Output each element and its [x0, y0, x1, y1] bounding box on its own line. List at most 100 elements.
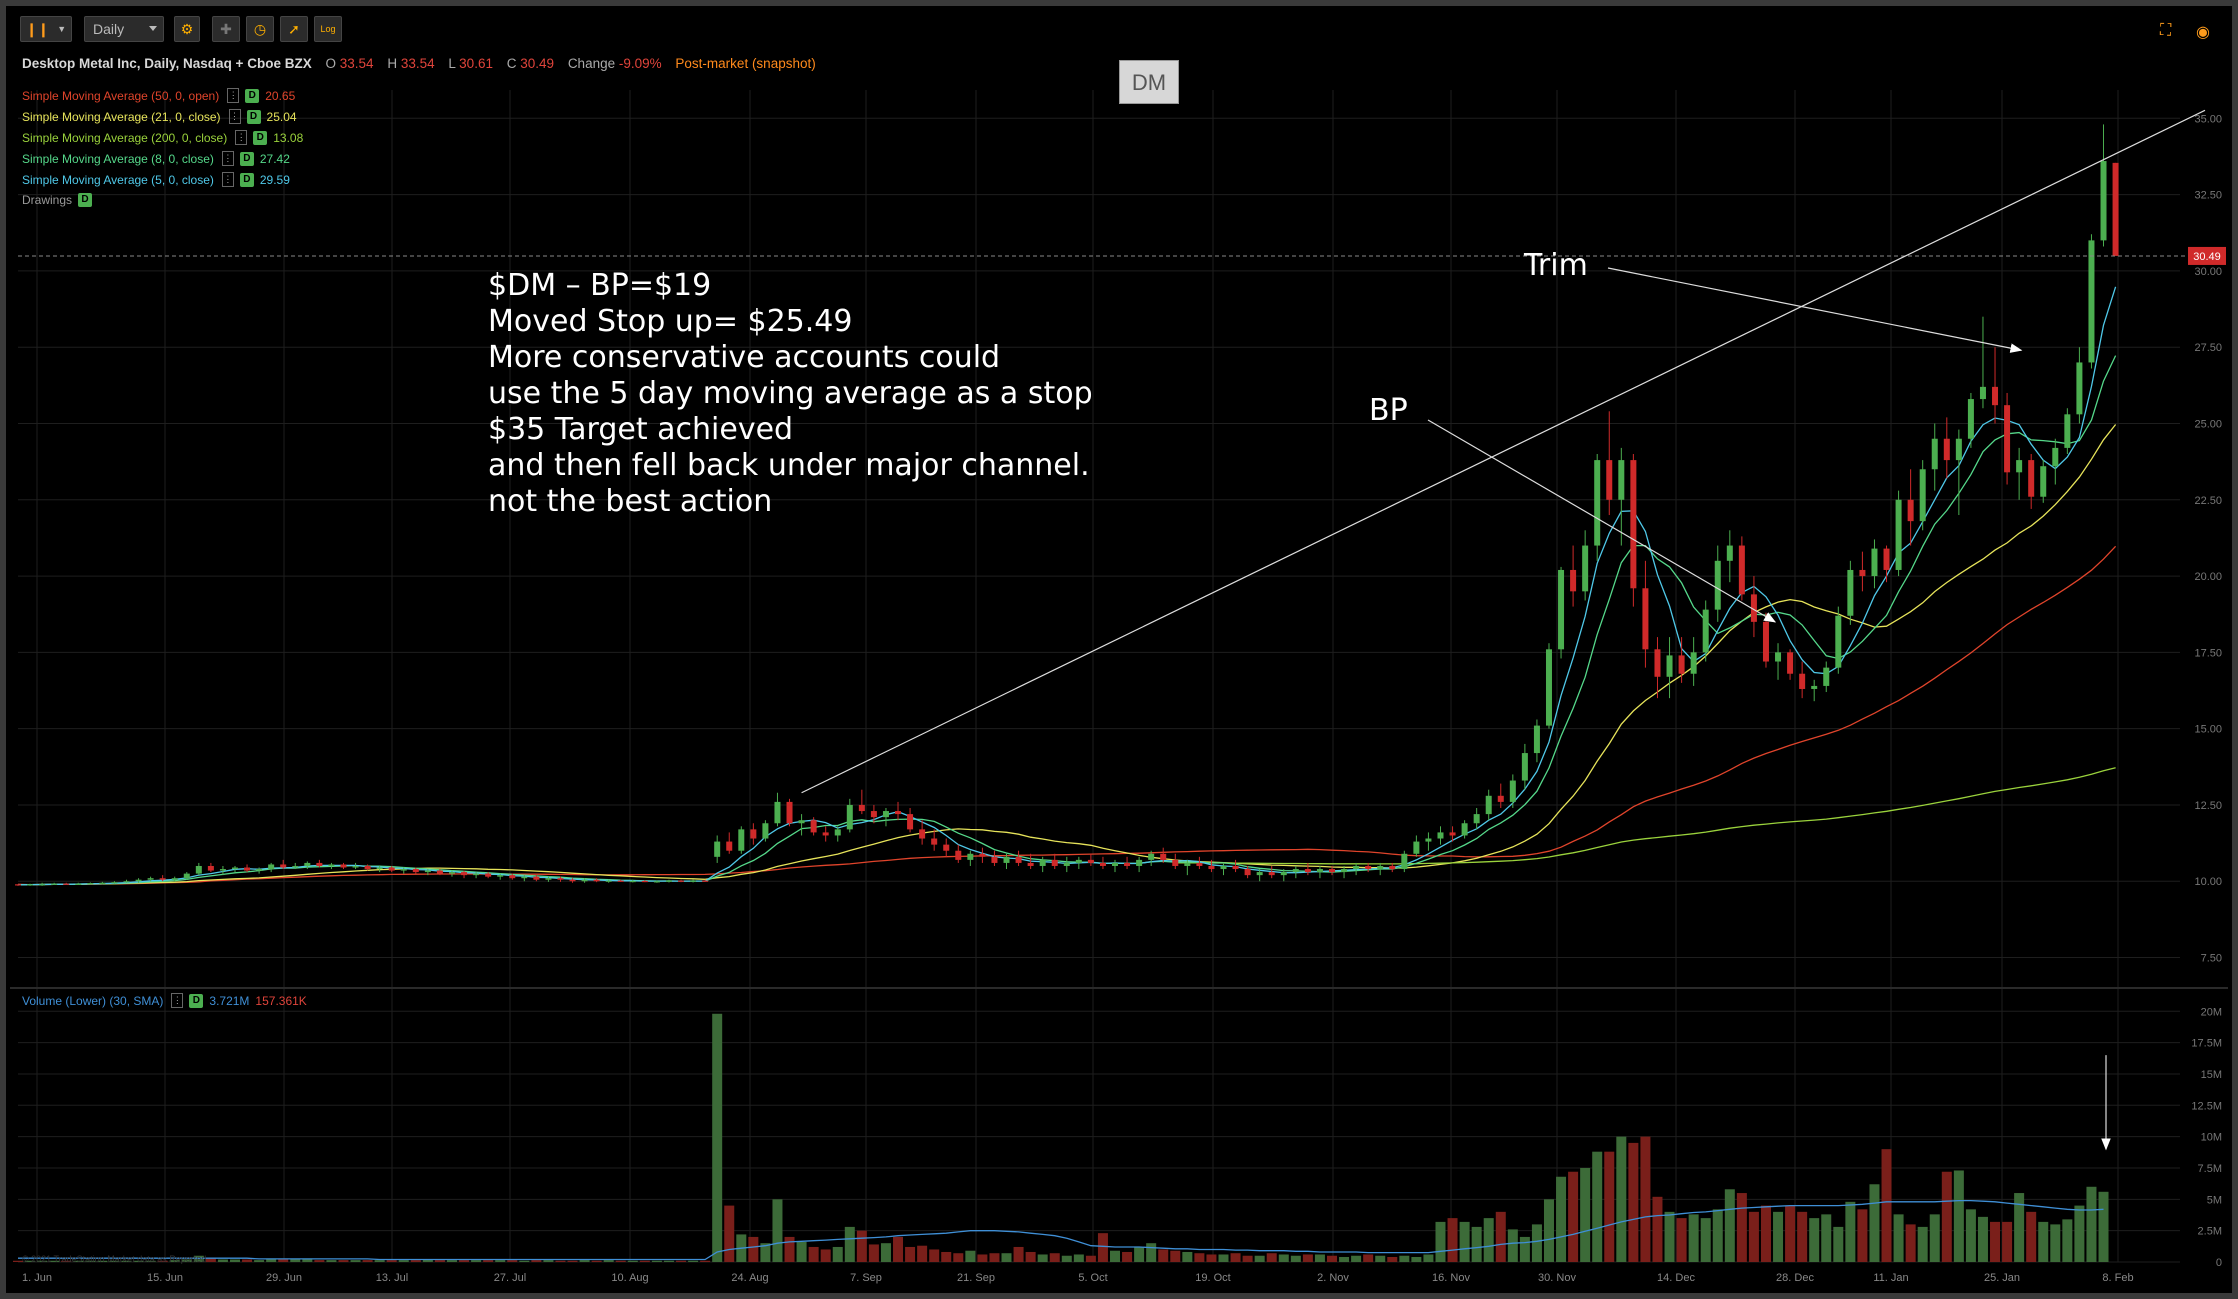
- candle: [1714, 560, 1721, 610]
- time-button[interactable]: ◷: [246, 16, 274, 42]
- candle: [726, 841, 733, 851]
- chart-style-button[interactable]: ❙❙ ▼: [20, 16, 72, 42]
- volume-bar: [579, 1260, 590, 1262]
- volume-bar: [2050, 1224, 2061, 1262]
- candle: [412, 869, 419, 873]
- low-label: L: [448, 56, 456, 71]
- volume-bar: [2014, 1193, 2025, 1262]
- candle: [665, 880, 672, 882]
- volume-study-row[interactable]: Volume (Lower) (30, SMA) ⋮ D 3.721M 157.361K: [22, 993, 307, 1008]
- study-menu-icon[interactable]: ⋮: [171, 993, 184, 1008]
- study-row[interactable]: Drawings D: [22, 193, 98, 207]
- data-badge-icon[interactable]: D: [239, 151, 254, 166]
- candle: [1919, 469, 1926, 522]
- timeframe-select[interactable]: Daily: [84, 16, 164, 42]
- data-badge-icon[interactable]: D: [78, 193, 93, 207]
- post-market-label: Post-market (snapshot): [675, 56, 816, 71]
- grid: [18, 90, 2180, 1263]
- volume-bar: [1953, 1170, 1964, 1262]
- study-menu-icon[interactable]: ⋮: [221, 151, 234, 166]
- log-scale-button[interactable]: Log: [314, 16, 342, 42]
- candle: [979, 853, 986, 857]
- volume-bar: [181, 1259, 192, 1262]
- candle: [1389, 865, 1396, 870]
- study-row[interactable]: Simple Moving Average (21, 0, close) ⋮ D 25…: [22, 109, 297, 124]
- note-line: $DM – BP=$19: [488, 268, 712, 303]
- candle: [244, 867, 251, 871]
- volume-bar: [1110, 1250, 1121, 1262]
- crosshair-button[interactable]: ✚: [212, 16, 240, 42]
- data-badge-icon[interactable]: D: [239, 172, 254, 187]
- volume-bar: [615, 1260, 626, 1262]
- note-line: More conservative accounts could: [488, 340, 1001, 375]
- volume-bar: [338, 1260, 349, 1262]
- symbol-title: Desktop Metal Inc, Daily, Nasdaq + Cboe …: [22, 56, 312, 71]
- candle: [207, 865, 214, 871]
- date-tick-label: 2. Nov: [1317, 1272, 1349, 1284]
- study-menu-icon[interactable]: ⋮: [235, 130, 248, 145]
- candle: [1256, 872, 1263, 876]
- candle: [1762, 621, 1769, 662]
- candle: [340, 864, 347, 868]
- volume-bar: [1375, 1255, 1386, 1262]
- candle: [2028, 460, 2035, 497]
- volume-bar: [145, 1260, 156, 1262]
- candle: [1943, 438, 1950, 461]
- candle: [569, 879, 576, 882]
- change-label: Change: [567, 56, 616, 71]
- candle: [1642, 588, 1649, 650]
- expand-icon[interactable]: ⛶: [2160, 22, 2172, 39]
- candle: [1473, 814, 1480, 824]
- volume-bar: [1556, 1176, 1567, 1262]
- candle: [1112, 862, 1119, 866]
- candle: [1172, 859, 1179, 866]
- candle: [1787, 652, 1794, 674]
- volume-bar: [302, 1259, 313, 1262]
- low-value: 30.61: [459, 56, 493, 71]
- volume-bar: [543, 1260, 554, 1262]
- data-badge-icon[interactable]: D: [246, 109, 261, 124]
- study-row[interactable]: Simple Moving Average (50, 0, open) ⋮ D 20.…: [22, 88, 295, 103]
- candle: [1630, 460, 1637, 589]
- drawing-tool-button[interactable]: ➚: [280, 16, 308, 42]
- candle: [641, 880, 648, 883]
- study-row[interactable]: Simple Moving Average (5, 0, close) ⋮ D 29.…: [22, 172, 290, 187]
- volume-bar: [1387, 1256, 1398, 1262]
- study-menu-icon[interactable]: ⋮: [228, 109, 241, 124]
- change-value: -9.09%: [618, 56, 662, 71]
- volume-bar: [2098, 1191, 2109, 1262]
- volume-bar: [1821, 1214, 1832, 1262]
- volume-bar: [446, 1260, 457, 1262]
- study-row[interactable]: Simple Moving Average (8, 0, close) ⋮ D 27.…: [22, 151, 290, 166]
- data-badge-icon[interactable]: D: [245, 88, 260, 103]
- date-tick-label: 19. Oct: [1195, 1272, 1230, 1284]
- candle: [1738, 545, 1745, 595]
- volume-bar: [1278, 1254, 1289, 1262]
- candle: [171, 878, 178, 880]
- volume-bar: [398, 1260, 409, 1262]
- study-row[interactable]: Simple Moving Average (200, 0, close) ⋮ D 1…: [22, 130, 303, 145]
- date-tick-label: 30. Nov: [1538, 1272, 1576, 1284]
- volume-bar: [1182, 1251, 1193, 1262]
- data-badge-icon[interactable]: D: [189, 993, 204, 1008]
- candle: [1353, 865, 1360, 870]
- date-tick-label: 25. Jan: [1984, 1272, 2020, 1284]
- study-menu-icon[interactable]: ⋮: [221, 172, 234, 187]
- volume-tick-label: 5M: [2207, 1194, 2222, 1206]
- study-menu-icon[interactable]: ⋮: [227, 88, 240, 103]
- sma-50-line: [17, 545, 2117, 886]
- volume-bar: [1073, 1254, 1084, 1262]
- settings-button[interactable]: ⚙: [174, 16, 200, 42]
- camera-icon[interactable]: ◉: [2196, 24, 2210, 41]
- volume-bar: [953, 1253, 964, 1262]
- volume-bar: [1097, 1233, 1108, 1262]
- volume-bar: [555, 1260, 566, 1262]
- volume-bar: [1314, 1254, 1325, 1262]
- trendline: [801, 109, 2206, 794]
- volume-bar: [1459, 1221, 1470, 1262]
- volume-bar: [314, 1260, 325, 1262]
- candle: [280, 864, 287, 868]
- volume-bar: [1483, 1218, 1494, 1262]
- data-badge-icon[interactable]: D: [253, 130, 268, 145]
